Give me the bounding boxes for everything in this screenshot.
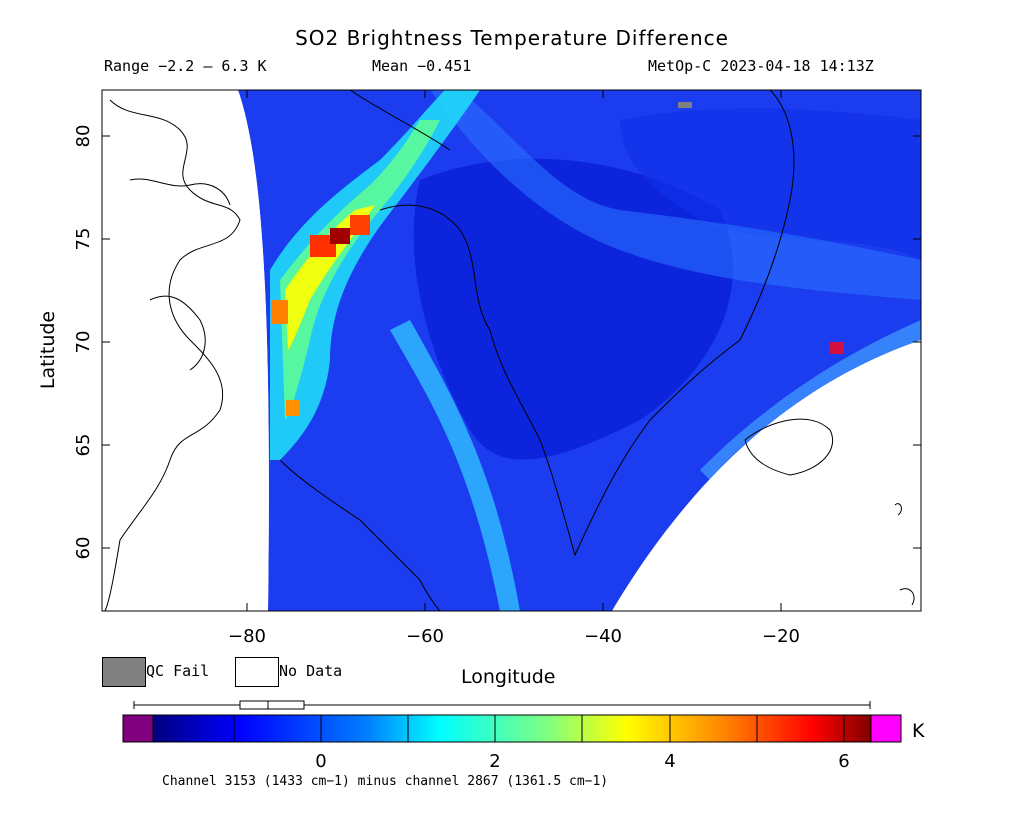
y-tick-70: 70 — [73, 331, 94, 354]
y-tick-75: 75 — [73, 228, 94, 251]
qc-fail-pixel — [678, 102, 692, 108]
y-tick-60: 60 — [73, 537, 94, 560]
distribution-boxplot — [133, 700, 871, 710]
qc-fail-label: QC Fail — [146, 662, 210, 680]
no-data-left — [102, 90, 269, 611]
colorbar-unit: K — [912, 720, 925, 742]
plot-frame — [101, 89, 922, 612]
colorbar-low-swatch — [122, 714, 154, 743]
colorbar-ticks — [233, 715, 845, 742]
colorbar-tick-2: 2 — [489, 751, 500, 772]
no-data-right — [612, 340, 921, 611]
colorbar-tick-0: 0 — [315, 751, 326, 772]
x-tick-minus20: −20 — [762, 626, 800, 647]
coastlines — [104, 90, 915, 611]
x-tick-minus80: −80 — [228, 626, 266, 647]
swath-field — [102, 90, 921, 611]
x-tick-minus40: −40 — [584, 626, 622, 647]
colorbar-tick-6: 6 — [838, 751, 849, 772]
x-tick-minus60: −60 — [406, 626, 444, 647]
y-tick-65: 65 — [73, 434, 94, 457]
channel-footnote: Channel 3153 (1433 cm−1) minus channel 2… — [162, 774, 609, 789]
colorbar — [152, 714, 872, 743]
y-axis-label: Latitude — [37, 311, 59, 389]
mean-label: Mean −0.451 — [372, 57, 472, 75]
satellite-time-label: MetOp-C 2023-04-18 14:13Z — [648, 57, 874, 75]
page-title: SO2 Brightness Temperature Difference — [295, 26, 729, 50]
range-label: Range −2.2 – 6.3 K — [104, 57, 267, 75]
colorbar-tick-4: 4 — [664, 751, 675, 772]
colorbar-high-swatch — [870, 714, 902, 743]
no-data-swatch — [235, 657, 279, 687]
x-axis-label: Longitude — [461, 666, 556, 688]
y-tick-80: 80 — [73, 125, 94, 148]
qc-fail-swatch — [102, 657, 146, 687]
no-data-label: No Data — [279, 662, 343, 680]
